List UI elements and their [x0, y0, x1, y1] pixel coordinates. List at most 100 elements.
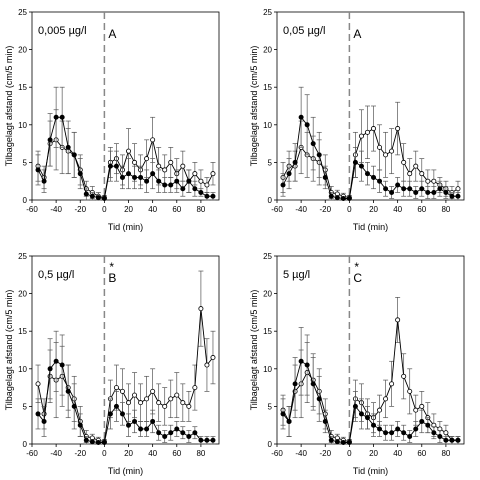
data-point-open [144, 396, 150, 402]
y-tick-label: 15 [263, 327, 272, 336]
y-axis-label: Tilbagelagt afstand (cm/5 min) [4, 46, 14, 167]
concentration-label: 0,5 µg/l [38, 269, 74, 281]
data-point-open [126, 400, 132, 406]
data-point-open [192, 171, 198, 177]
x-tick-label: 0 [347, 449, 352, 458]
data-point-open [395, 126, 401, 132]
data-point-filled [286, 418, 292, 424]
x-tick-label: -60 [26, 449, 38, 458]
data-point-filled [316, 152, 322, 158]
x-tick-label: 80 [196, 205, 205, 214]
data-point-filled [419, 418, 425, 424]
y-tick-label: 0 [23, 440, 28, 449]
data-point-filled [41, 418, 47, 424]
data-point-filled [334, 439, 340, 445]
data-point-filled [431, 189, 437, 195]
data-point-filled [47, 137, 53, 143]
data-point-filled [168, 182, 174, 188]
data-point-filled [364, 415, 370, 421]
data-point-filled [310, 141, 316, 147]
x-tick-label: 60 [172, 449, 181, 458]
x-tick-label: 60 [417, 205, 426, 214]
data-point-filled [334, 195, 340, 201]
x-tick-label: -60 [26, 205, 38, 214]
data-point-filled [383, 430, 389, 436]
y-tick-label: 10 [18, 365, 27, 374]
data-point-filled [371, 174, 377, 180]
series-open-circle [280, 101, 461, 201]
y-tick-label: 10 [263, 121, 272, 130]
data-point-open [180, 163, 186, 169]
y-tick-label: 0 [268, 440, 273, 449]
data-point-filled [292, 381, 298, 387]
series-filled-circle [280, 86, 461, 201]
plot-frame [31, 255, 220, 445]
data-point-filled [310, 381, 316, 387]
x-tick-label: 40 [148, 449, 157, 458]
y-tick-label: 0 [268, 196, 273, 205]
data-point-filled [113, 403, 119, 409]
data-point-filled [455, 193, 461, 199]
data-point-filled [328, 437, 334, 443]
x-tick-label: 80 [441, 205, 450, 214]
data-point-filled [316, 396, 322, 402]
x-tick-label: 0 [347, 205, 352, 214]
data-point-open [389, 381, 395, 387]
y-axis-label: Tilbagelagt afstand (cm/5 min) [4, 290, 14, 411]
data-point-open [358, 133, 364, 139]
data-point-open [198, 306, 204, 312]
data-point-filled [107, 411, 113, 417]
x-tick-label: -40 [295, 205, 307, 214]
data-point-filled [298, 114, 304, 120]
data-point-filled [101, 195, 107, 201]
data-point-open [204, 362, 210, 368]
y-tick-label: 15 [18, 83, 27, 92]
data-point-filled [113, 163, 119, 169]
y-tick-label: 5 [268, 158, 273, 167]
data-point-filled [186, 178, 192, 184]
y-tick-label: 20 [18, 46, 27, 55]
data-point-open [431, 178, 437, 184]
data-point-filled [383, 186, 389, 192]
data-point-open [144, 156, 150, 162]
x-tick-label: 20 [124, 449, 133, 458]
data-point-open [119, 388, 125, 394]
data-point-filled [210, 437, 216, 443]
x-tick-label: -40 [50, 449, 62, 458]
y-tick-label: 5 [23, 158, 28, 167]
x-tick-label: 80 [196, 449, 205, 458]
y-tick-label: 5 [268, 402, 273, 411]
x-axis-label: Tid (min) [353, 222, 388, 232]
data-point-filled [352, 403, 358, 409]
plot-frame [276, 255, 465, 445]
data-point-filled [174, 426, 180, 432]
data-point-filled [119, 174, 125, 180]
y-tick-label: 15 [263, 83, 272, 92]
x-axis-label: Tid (min) [108, 222, 143, 232]
data-point-filled [138, 426, 144, 432]
data-point-filled [280, 411, 286, 417]
data-point-filled [340, 439, 346, 445]
data-point-filled [132, 174, 138, 180]
data-point-filled [65, 388, 71, 394]
data-point-filled [198, 189, 204, 195]
data-point-filled [425, 189, 431, 195]
data-point-filled [377, 178, 383, 184]
data-point-filled [71, 403, 77, 409]
data-point-filled [89, 439, 95, 445]
data-point-filled [204, 437, 210, 443]
x-tick-label: 60 [417, 449, 426, 458]
y-tick-label: 25 [263, 252, 272, 261]
data-point-filled [413, 426, 419, 432]
y-tick-label: 20 [263, 290, 272, 299]
series-line [37, 116, 213, 199]
data-point-filled [126, 171, 132, 177]
y-axis-label: Tilbagelagt afstand (cm/5 min) [249, 290, 259, 411]
data-point-open [371, 126, 377, 132]
data-point-filled [364, 171, 370, 177]
data-point-open [389, 148, 395, 154]
x-tick-label: 20 [369, 449, 378, 458]
data-point-filled [156, 178, 162, 184]
x-tick-label: 80 [441, 449, 450, 458]
